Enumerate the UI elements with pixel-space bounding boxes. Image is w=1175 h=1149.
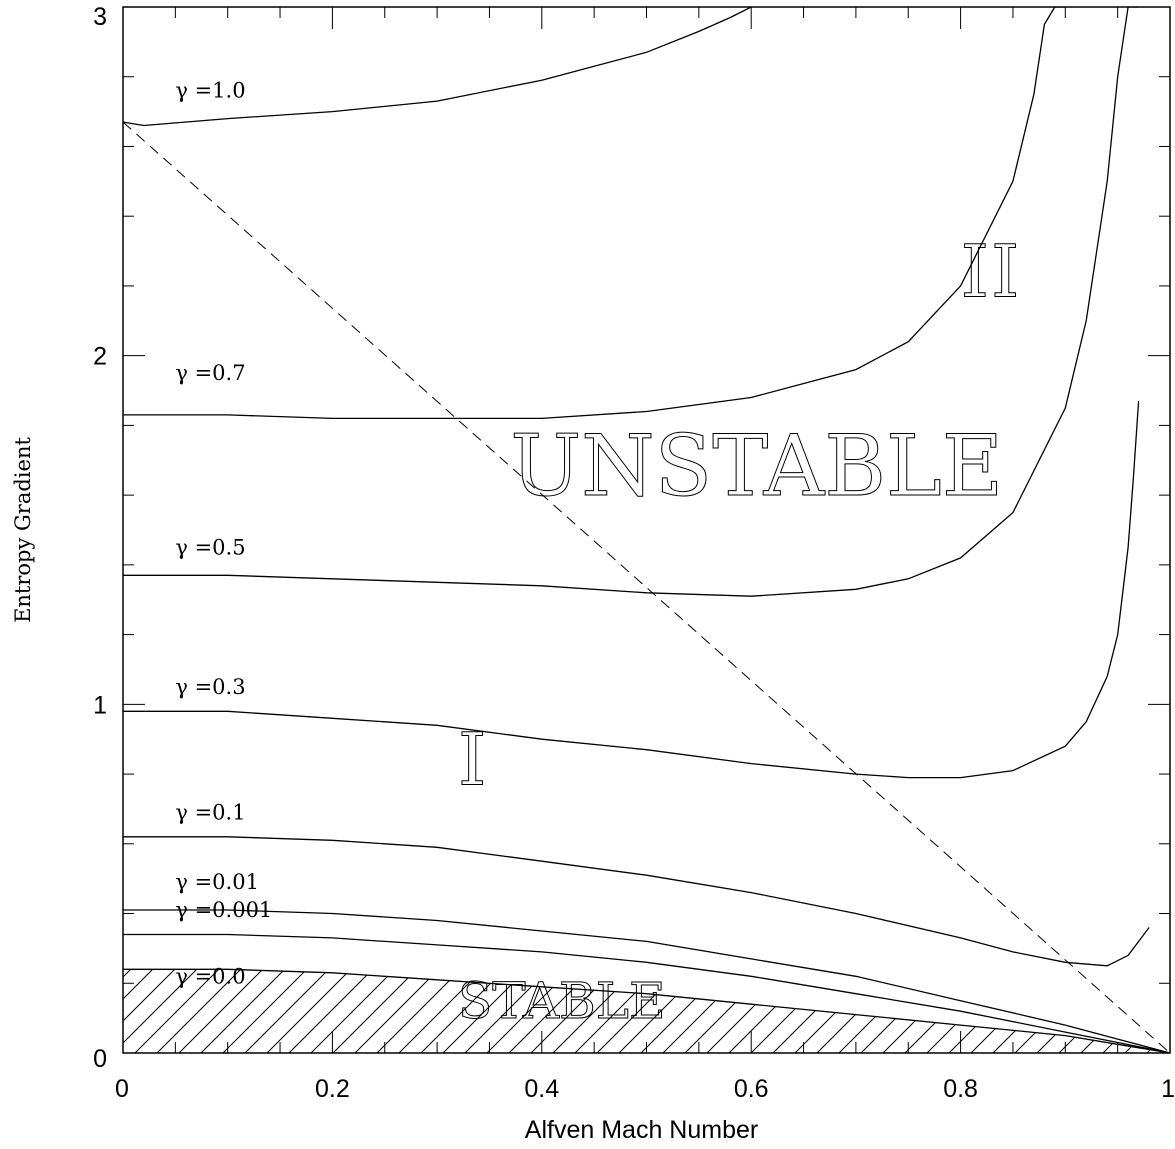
x-tick-label-3: 0.6 (734, 1075, 769, 1103)
y-tick-label-0: 0 (93, 1045, 107, 1073)
plot-frame (122, 6, 1171, 1054)
series-curve-1 (123, 7, 1066, 420)
series-label-6: γ =0.001 (175, 898, 272, 922)
series-curve-6 (123, 933, 1170, 1053)
x-tick-label-4: 0.8 (943, 1075, 978, 1103)
annotation-ii: II (961, 229, 1022, 313)
x-tick-label-2: 0.4 (524, 1075, 559, 1103)
series-curve-0 (123, 7, 752, 127)
x-tick-label-0: 0 (115, 1075, 129, 1103)
y-axis-label: Entropy Gradient (11, 437, 35, 623)
annotation-i: I (458, 718, 486, 802)
x-axis-label: Alfven Mach Number (525, 1116, 758, 1144)
series-curve-2 (123, 7, 1139, 597)
series-curve-4 (123, 836, 1150, 967)
series-label-3: γ =0.3 (175, 675, 245, 699)
x-tick-label-1: 0.2 (315, 1075, 350, 1103)
series-curve-7 (123, 968, 1170, 1053)
series-label-0: γ =1.0 (175, 79, 245, 103)
series-curve-3 (123, 400, 1140, 779)
y-tick-label-2: 2 (93, 343, 107, 371)
series-label-1: γ =0.7 (175, 361, 245, 385)
series-label-2: γ =0.5 (175, 535, 245, 559)
annotation-unstable: UNSTABLE (510, 417, 1003, 515)
series-label-5: γ =0.01 (175, 870, 259, 894)
y-tick-label-3: 3 (93, 3, 107, 31)
stable-hatched-region (123, 969, 1170, 1053)
x-tick-label-5: 1 (1161, 1075, 1175, 1103)
series-label-4: γ =0.1 (175, 800, 245, 824)
series-label-7: γ =0.0 (175, 964, 245, 988)
annotation-stable: STABLE (458, 972, 665, 1030)
y-tick-label-1: 1 (93, 691, 107, 719)
series-curve-5 (123, 909, 1170, 1053)
